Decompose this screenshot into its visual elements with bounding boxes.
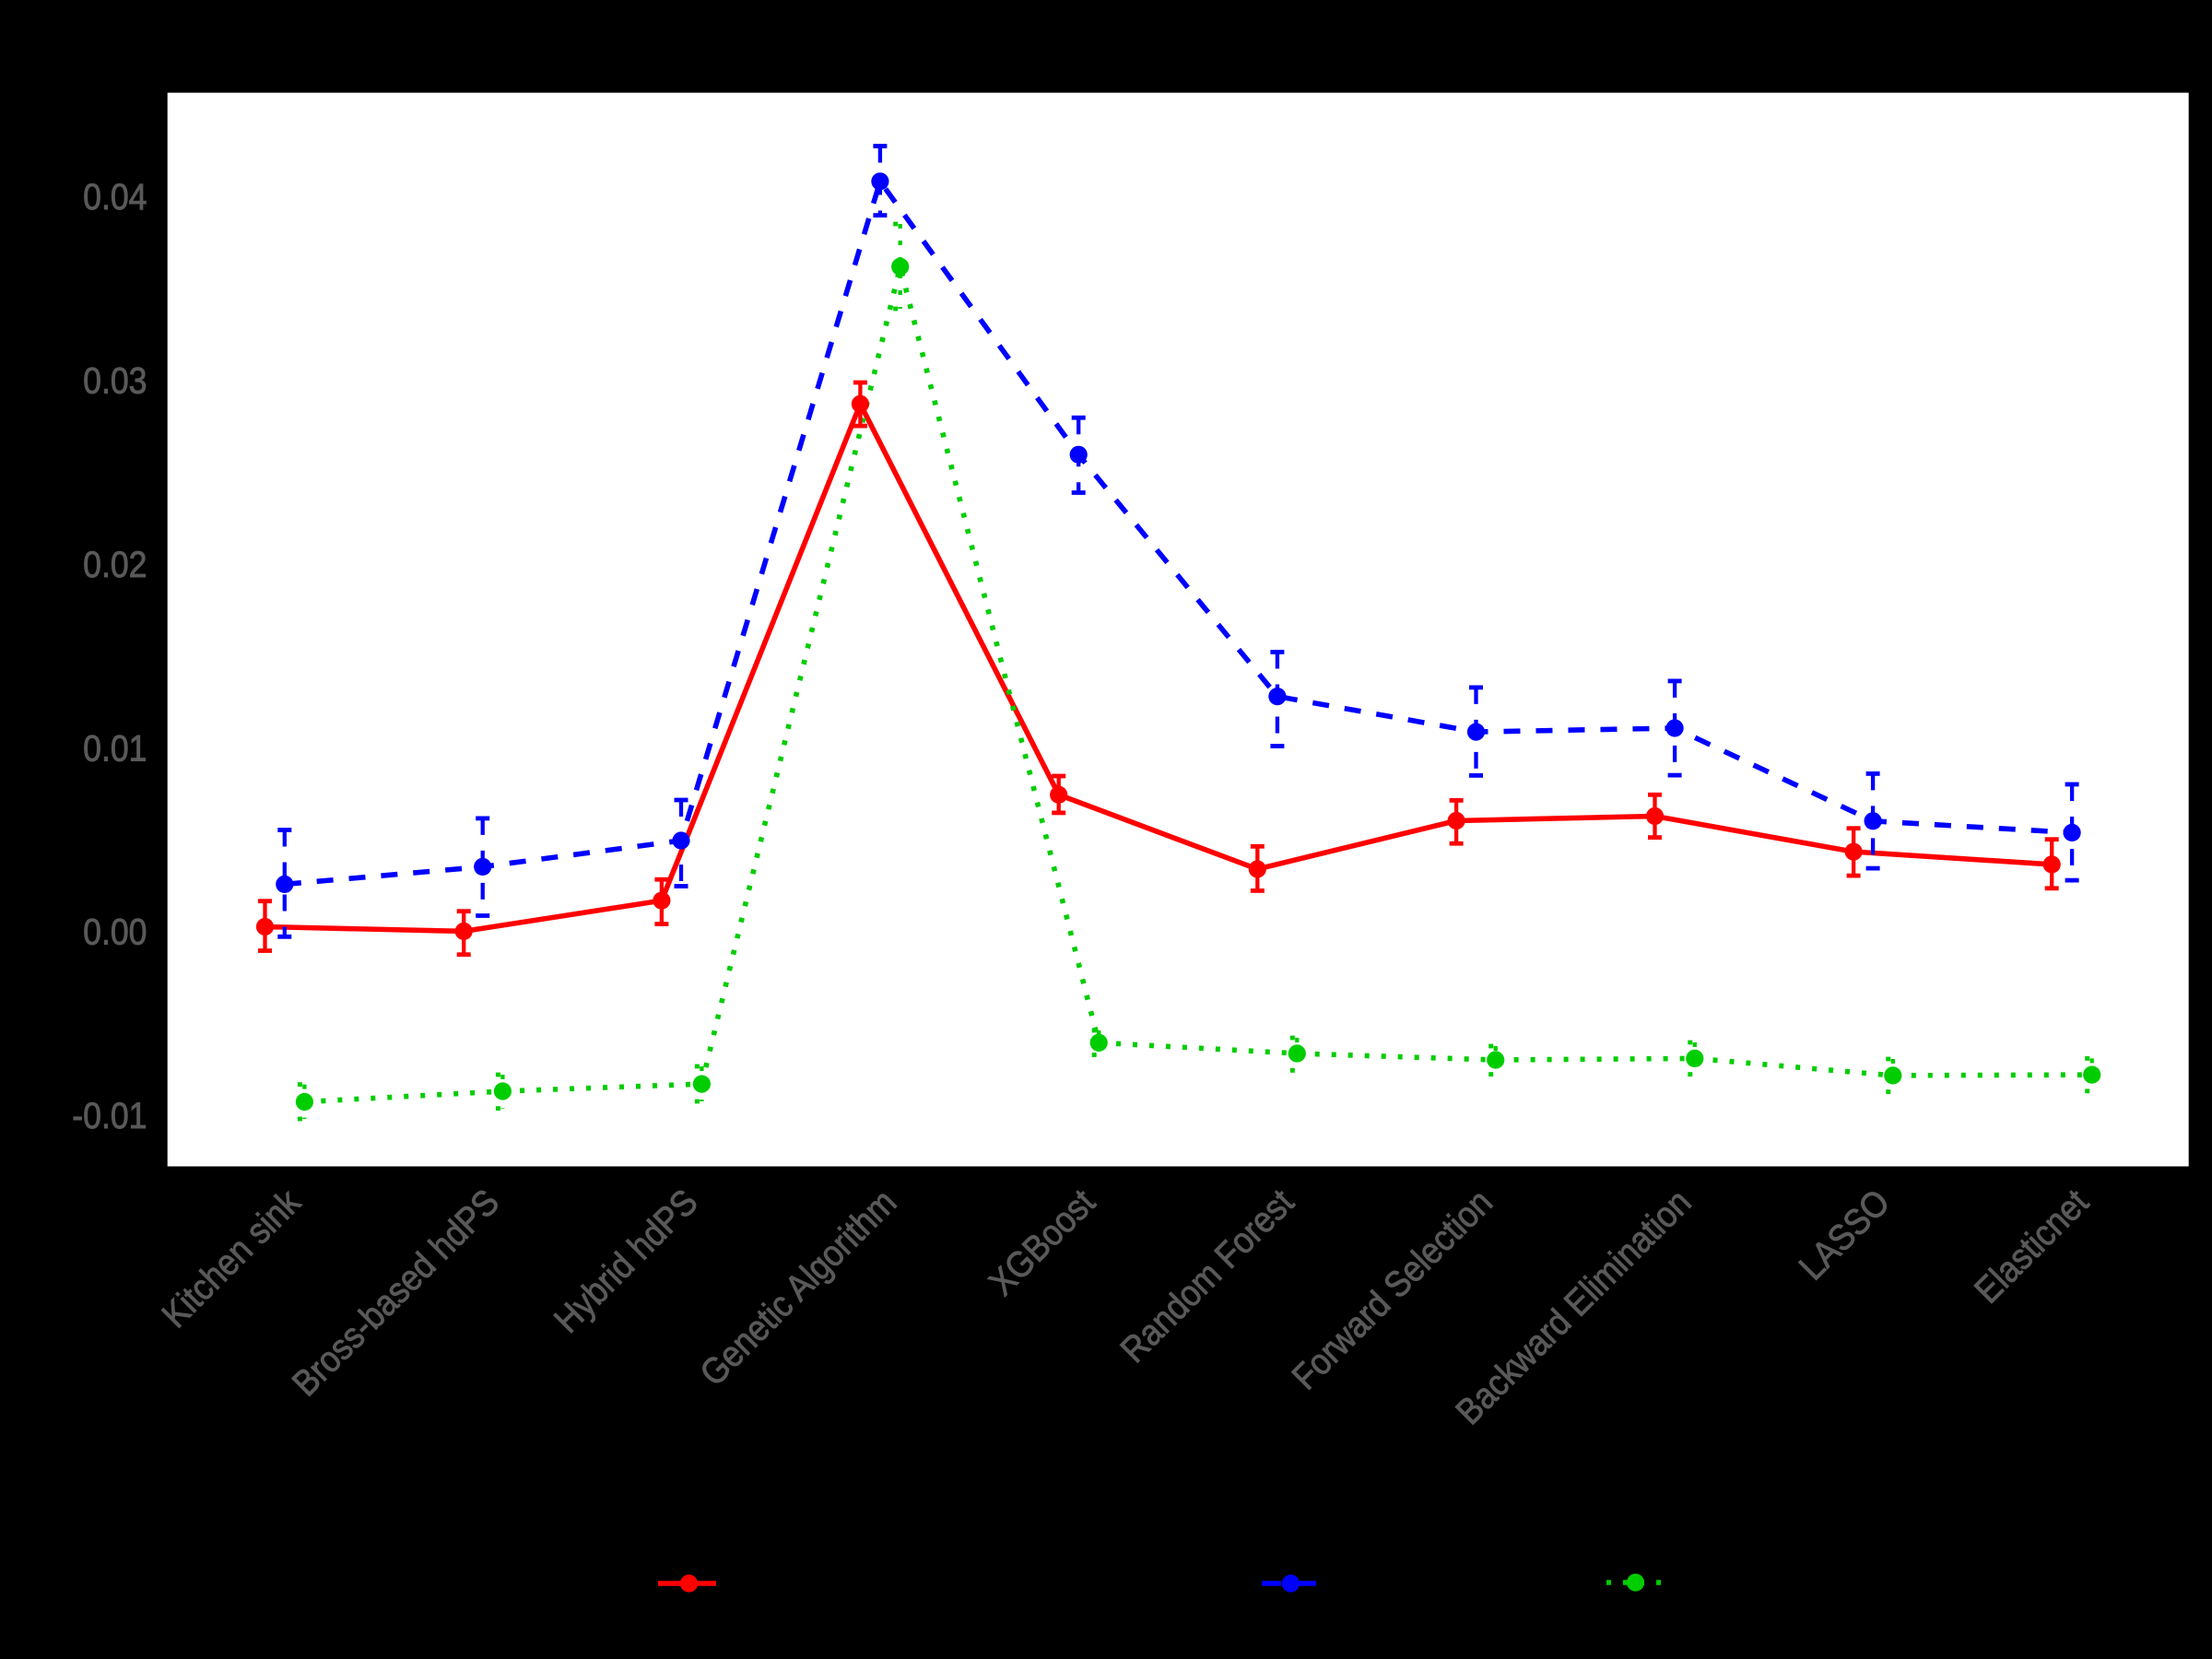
svg-text:0.02: 0.02 xyxy=(83,544,147,584)
svg-text:0.03: 0.03 xyxy=(83,360,147,401)
svg-text:0.00: 0.00 xyxy=(83,912,147,952)
svg-text:-0.01: -0.01 xyxy=(72,1095,147,1135)
svg-text:0.04: 0.04 xyxy=(83,176,147,217)
svg-text:0.01: 0.01 xyxy=(83,728,147,769)
